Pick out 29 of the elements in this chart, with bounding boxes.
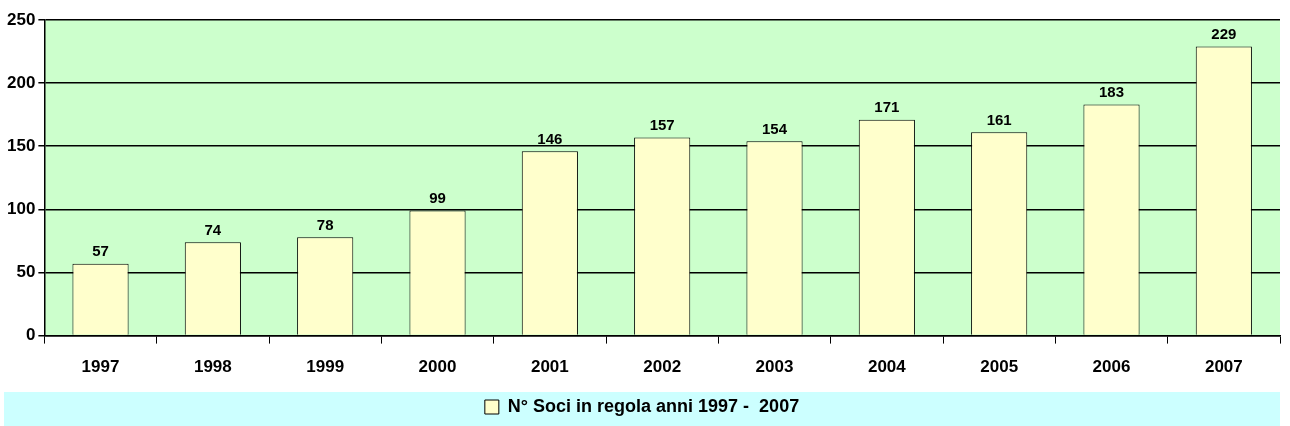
x-tick-label: 2007: [1204, 357, 1243, 377]
x-tick-label: 2005: [980, 357, 1019, 377]
data-label: 74: [204, 220, 222, 238]
x-tick-label: 2000: [418, 357, 457, 377]
y-tick-label: 200: [6, 72, 36, 92]
data-label: 157: [649, 116, 675, 134]
x-tick-label: 2003: [755, 357, 794, 377]
data-label: 161: [986, 110, 1012, 128]
x-tick-label: 1998: [193, 357, 232, 377]
y-tick-label: 100: [6, 199, 36, 219]
x-tick-label: 1999: [306, 357, 345, 377]
data-label: 229: [1211, 25, 1237, 43]
x-tick-label: 2002: [643, 357, 682, 377]
x-tick-label: 2001: [530, 357, 569, 377]
data-label: 154: [762, 119, 788, 137]
y-tick-label: 0: [25, 325, 36, 345]
data-label: 183: [1098, 83, 1125, 101]
data-label: 171: [874, 98, 900, 116]
data-label: 99: [429, 189, 446, 207]
y-tick-label: 50: [16, 262, 36, 282]
data-label: 57: [92, 242, 109, 260]
x-tick-label: 2006: [1092, 357, 1131, 377]
x-tick-label: 1997: [81, 357, 120, 377]
y-tick-label: 250: [6, 9, 36, 29]
y-tick-label: 150: [6, 135, 36, 155]
data-label: 146: [537, 129, 563, 147]
legend-label: N° Soci in regola anni 1997 - 2007: [507, 395, 800, 416]
data-label: 78: [316, 215, 334, 233]
x-tick-label: 2004: [867, 357, 907, 377]
